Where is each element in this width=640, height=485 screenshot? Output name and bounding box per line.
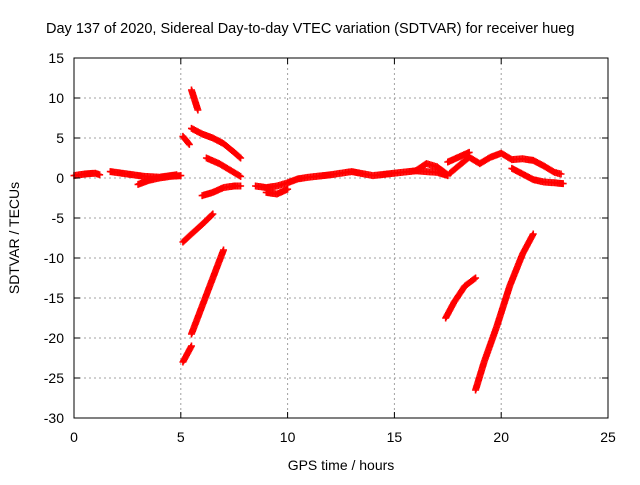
y-tick-label-2: -20 — [44, 330, 64, 346]
point-upper-decline-38 — [236, 153, 244, 161]
point-upper-short-7 — [185, 140, 193, 148]
point-neg-short-33 — [470, 275, 478, 283]
y-tick-label-5: -5 — [52, 210, 65, 226]
point-main-arc-1-17 — [96, 171, 104, 179]
y-tick-label-1: -25 — [44, 370, 64, 386]
y-axis-label: SDTVAR / TECUs — [6, 182, 22, 294]
series-late-upper — [446, 149, 565, 178]
series-main-arc-4 — [252, 167, 452, 192]
y-tick-label-0: -30 — [44, 410, 64, 426]
series-main-arc-3 — [134, 172, 185, 188]
series-late-upper-b — [444, 148, 473, 166]
point-neg-rise-28 — [209, 210, 217, 218]
x-tick-label-2: 10 — [280, 429, 296, 445]
point-neg-short-34 — [472, 274, 480, 282]
point-steep-rise-2-60 — [220, 246, 228, 254]
x-tick-label-5: 25 — [600, 429, 616, 445]
series-steep-rise-2 — [187, 246, 228, 338]
series-spike-top — [187, 86, 202, 114]
series-mid-decline — [202, 154, 245, 180]
x-axis-label: GPS time / hours — [288, 457, 395, 473]
point-late-lower-36 — [559, 180, 567, 188]
point-late-upper-b-16 — [465, 148, 473, 156]
data-points — [70, 86, 567, 394]
series-neg-long — [472, 230, 537, 394]
point-main-arc-3-29 — [177, 172, 185, 180]
point-neg-long-111 — [529, 230, 537, 238]
x-tick-label-0: 0 — [70, 429, 78, 445]
point-upper-short-6 — [184, 139, 192, 147]
y-tick-label-8: 10 — [48, 90, 64, 106]
series-upper-decline — [187, 124, 245, 162]
series-hump — [412, 160, 452, 179]
point-spike-top-14 — [194, 106, 202, 114]
series-upper-short — [179, 132, 193, 148]
point-steep-rise-1-12 — [187, 342, 195, 350]
y-tick-label-4: -10 — [44, 250, 64, 266]
y-tick-label-9: 15 — [48, 50, 64, 66]
point-arc-4-dip-15 — [284, 185, 292, 193]
y-tick-label-7: 5 — [56, 130, 64, 146]
series-steep-rise-1 — [179, 342, 195, 366]
plot-frame — [73, 57, 609, 419]
point-flat-low-26 — [237, 182, 245, 190]
point-mid-decline-25 — [237, 172, 245, 180]
x-tick-label-3: 15 — [387, 429, 403, 445]
y-axis-ticks: -30 -25 -20 -15 -10 -5 0 5 10 15 — [44, 50, 608, 426]
series-neg-rise — [179, 210, 217, 246]
point-neg-rise-27 — [208, 211, 216, 219]
series-late-lower — [508, 164, 567, 188]
series-flat-low — [198, 182, 245, 200]
x-tick-label-1: 5 — [177, 429, 185, 445]
series-neg-short — [442, 274, 480, 322]
x-axis-ticks: 0 5 10 15 20 25 — [70, 58, 616, 445]
x-tick-label-4: 20 — [493, 429, 509, 445]
y-tick-label-6: 0 — [56, 170, 64, 186]
point-late-upper-82 — [557, 170, 565, 178]
y-tick-label-3: -15 — [44, 290, 64, 306]
series-arc-4-dip — [262, 185, 292, 198]
point-upper-decline-39 — [237, 154, 245, 162]
chart-title: Day 137 of 2020, Sidereal Day-to-day VTE… — [46, 21, 574, 37]
